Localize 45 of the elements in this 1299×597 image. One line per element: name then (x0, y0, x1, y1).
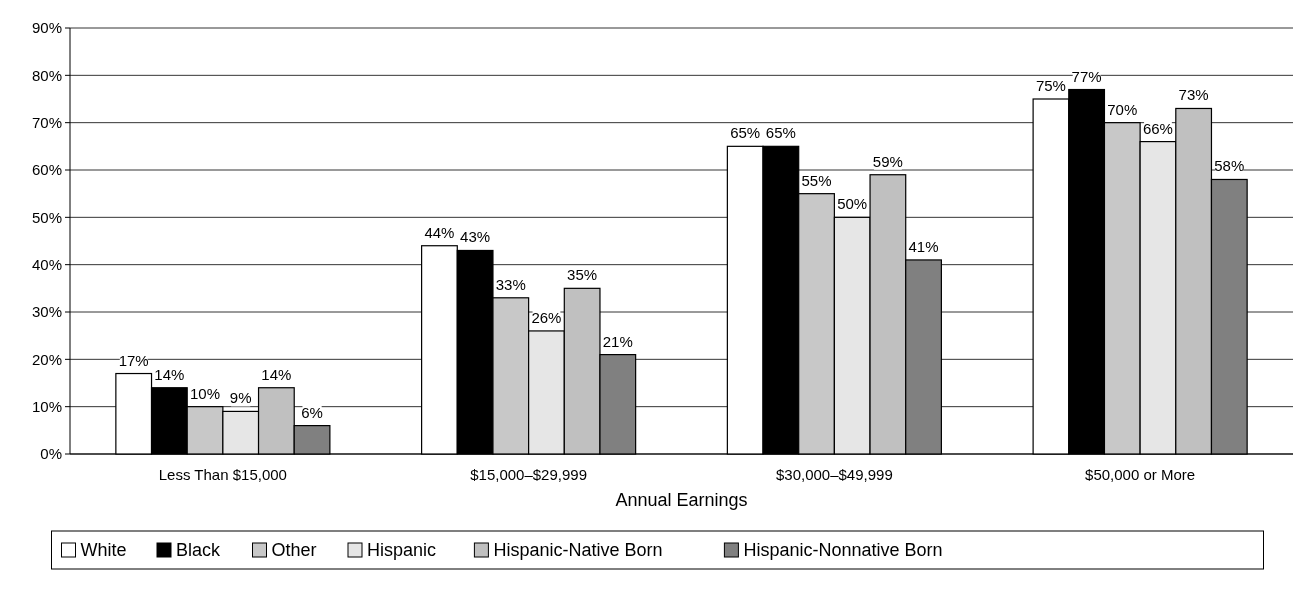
y-tick-label: 60% (31, 161, 62, 179)
x-tick-label: Less Than $15,000 (158, 466, 287, 483)
data-label: 50% (837, 195, 868, 213)
data-label: 73% (1178, 86, 1209, 104)
y-tick-label: 0% (40, 445, 62, 463)
x-tick-label: $30,000–$49,999 (775, 466, 893, 483)
data-label: 17% (118, 351, 149, 369)
y-tick-label: 90% (31, 19, 62, 37)
data-label: 66% (1142, 119, 1173, 137)
data-label: 70% (1107, 100, 1138, 118)
data-label: 65% (730, 124, 761, 142)
x-tick-label: $15,000–$29,999 (470, 466, 588, 483)
data-label: 75% (1035, 77, 1066, 94)
data-label: 26% (531, 308, 562, 326)
legend-label: Hispanic-Native Born (493, 540, 663, 561)
y-tick-label: 30% (31, 303, 62, 321)
data-label: 55% (801, 171, 832, 189)
y-tick-label: 50% (31, 208, 62, 226)
y-tick-label: 20% (31, 350, 62, 368)
data-label: 41% (908, 237, 939, 255)
y-tick-label: 80% (31, 66, 62, 84)
legend-label: Black (176, 540, 222, 561)
x-tick-label: $50,000 or More (1085, 466, 1196, 483)
data-label: 65% (765, 124, 796, 142)
data-label: 59% (872, 152, 903, 170)
legend-label: White (80, 540, 127, 561)
legend-label: Hispanic-Nonnative Born (743, 540, 943, 561)
data-label: 58% (1214, 157, 1245, 175)
y-tick-label: 10% (31, 397, 62, 415)
data-label: 6% (301, 403, 323, 421)
y-tick-label: 40% (31, 255, 62, 273)
x-axis-title: Annual Earnings (615, 490, 748, 510)
data-label: 33% (495, 275, 526, 293)
data-label: 77% (1071, 67, 1102, 85)
data-label: 43% (460, 228, 491, 246)
data-label: 21% (602, 332, 633, 350)
legend-label: Hispanic (367, 540, 437, 561)
data-label: 9% (229, 389, 252, 407)
data-label: 14% (154, 365, 185, 383)
data-label: 14% (261, 365, 292, 383)
y-tick-label: 70% (31, 113, 62, 131)
data-label: 10% (190, 384, 221, 402)
legend-label: Other (271, 540, 317, 561)
data-label: 44% (424, 223, 455, 241)
data-label: 35% (567, 266, 598, 284)
